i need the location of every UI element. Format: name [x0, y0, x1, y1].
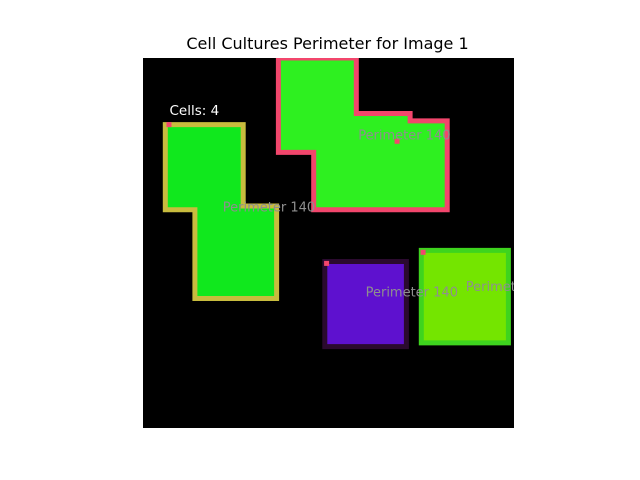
plot-area: Perimeter 140 Perimeter 140 Perimeter 140 P…: [143, 58, 558, 428]
cell-3-marker: [324, 260, 330, 266]
cell-2-region: [275, 58, 450, 213]
cell-3-region: [322, 259, 409, 350]
cell-1-perimeter-label: Perimeter 140: [223, 201, 315, 216]
cell-3-perimeter-label: Perimeter 140: [366, 286, 458, 301]
cell-1-marker: [166, 122, 172, 128]
cell-1-region: [162, 122, 280, 301]
cell-2-perimeter-label: Perimeter 140: [358, 128, 450, 143]
cell-count-label: Cells: 4: [170, 103, 220, 119]
cells-layer: [162, 58, 511, 350]
cell-4: [418, 247, 511, 346]
cell-4-perimeter-label: Perimeter 140: [466, 280, 558, 295]
chart-title: Cell Cultures Perimeter for Image 1: [186, 34, 468, 53]
cell-1: [162, 122, 280, 301]
perimeter-labels-layer: Perimeter 140 Perimeter 140 Perimeter 140 P…: [223, 128, 558, 301]
cell-2: [275, 58, 450, 213]
cell-4-marker: [420, 249, 426, 255]
cell-4-region: [418, 247, 511, 346]
cell-2-marker: [394, 138, 400, 144]
cell-3: [322, 259, 409, 350]
